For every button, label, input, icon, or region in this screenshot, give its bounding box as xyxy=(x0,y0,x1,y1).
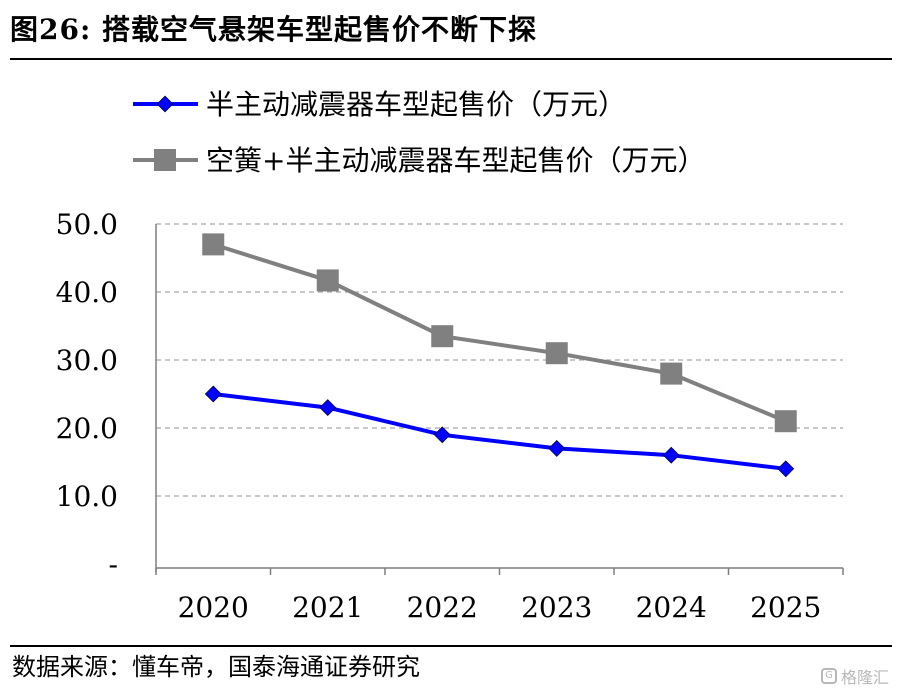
x-tick-label: 2020 xyxy=(178,591,249,624)
y-tick-label: 10.0 xyxy=(56,480,118,513)
legend: 半主动减震器车型起售价（万元） 空簧+半主动减震器车型起售价（万元） xyxy=(133,88,705,177)
gridlines xyxy=(156,223,843,497)
legend-label: 空簧+半主动减震器车型起售价（万元） xyxy=(206,144,705,177)
watermark-text: 格隆汇 xyxy=(840,668,889,687)
series-1 xyxy=(204,385,795,478)
series-2 xyxy=(202,233,797,433)
title-divider xyxy=(10,58,892,60)
data-point xyxy=(545,342,568,365)
y-tick-label: - xyxy=(109,548,118,581)
data-point xyxy=(777,460,795,478)
data-point xyxy=(433,426,451,444)
legend-marker xyxy=(154,149,176,171)
data-point xyxy=(319,399,337,417)
y-tick-label: 20.0 xyxy=(56,412,118,445)
x-tick-label: 2021 xyxy=(292,591,363,624)
legend-label: 半主动减震器车型起售价（万元） xyxy=(206,88,626,121)
x-tick-label: 2025 xyxy=(750,591,821,624)
y-tick-label: 50.0 xyxy=(56,208,118,241)
data-point xyxy=(660,362,683,385)
axes: - 10.0 20.0 30.0 40.0 50.0 2020 2021 2022 2023 202… xyxy=(56,208,844,624)
legend-item-1: 半主动减震器车型起售价（万元） xyxy=(133,88,626,121)
x-tick-label: 2024 xyxy=(636,591,707,624)
y-tick-label: 30.0 xyxy=(56,344,118,377)
y-tick-label: 40.0 xyxy=(56,276,118,309)
watermark: G 格隆汇 xyxy=(820,664,889,688)
x-tick-label: 2022 xyxy=(407,591,478,624)
data-point xyxy=(204,385,222,403)
source-note: 数据来源：懂车帝，国泰海通证券研究 xyxy=(12,653,420,681)
data-point xyxy=(316,269,339,292)
data-point xyxy=(774,410,797,433)
legend-item-2: 空簧+半主动减震器车型起售价（万元） xyxy=(133,144,705,177)
data-point xyxy=(662,446,680,464)
x-tick-label: 2023 xyxy=(521,591,592,624)
data-point xyxy=(202,233,225,256)
series-line xyxy=(212,242,787,424)
series-layer xyxy=(202,233,797,478)
source-divider xyxy=(10,645,892,647)
figure-title: 图26: 搭载空气悬架车型起售价不断下探 xyxy=(10,13,538,46)
series-line xyxy=(213,392,786,471)
data-point xyxy=(548,439,566,457)
watermark-logo-icon: G xyxy=(820,668,837,684)
legend-marker xyxy=(156,95,174,113)
data-point xyxy=(431,325,454,348)
